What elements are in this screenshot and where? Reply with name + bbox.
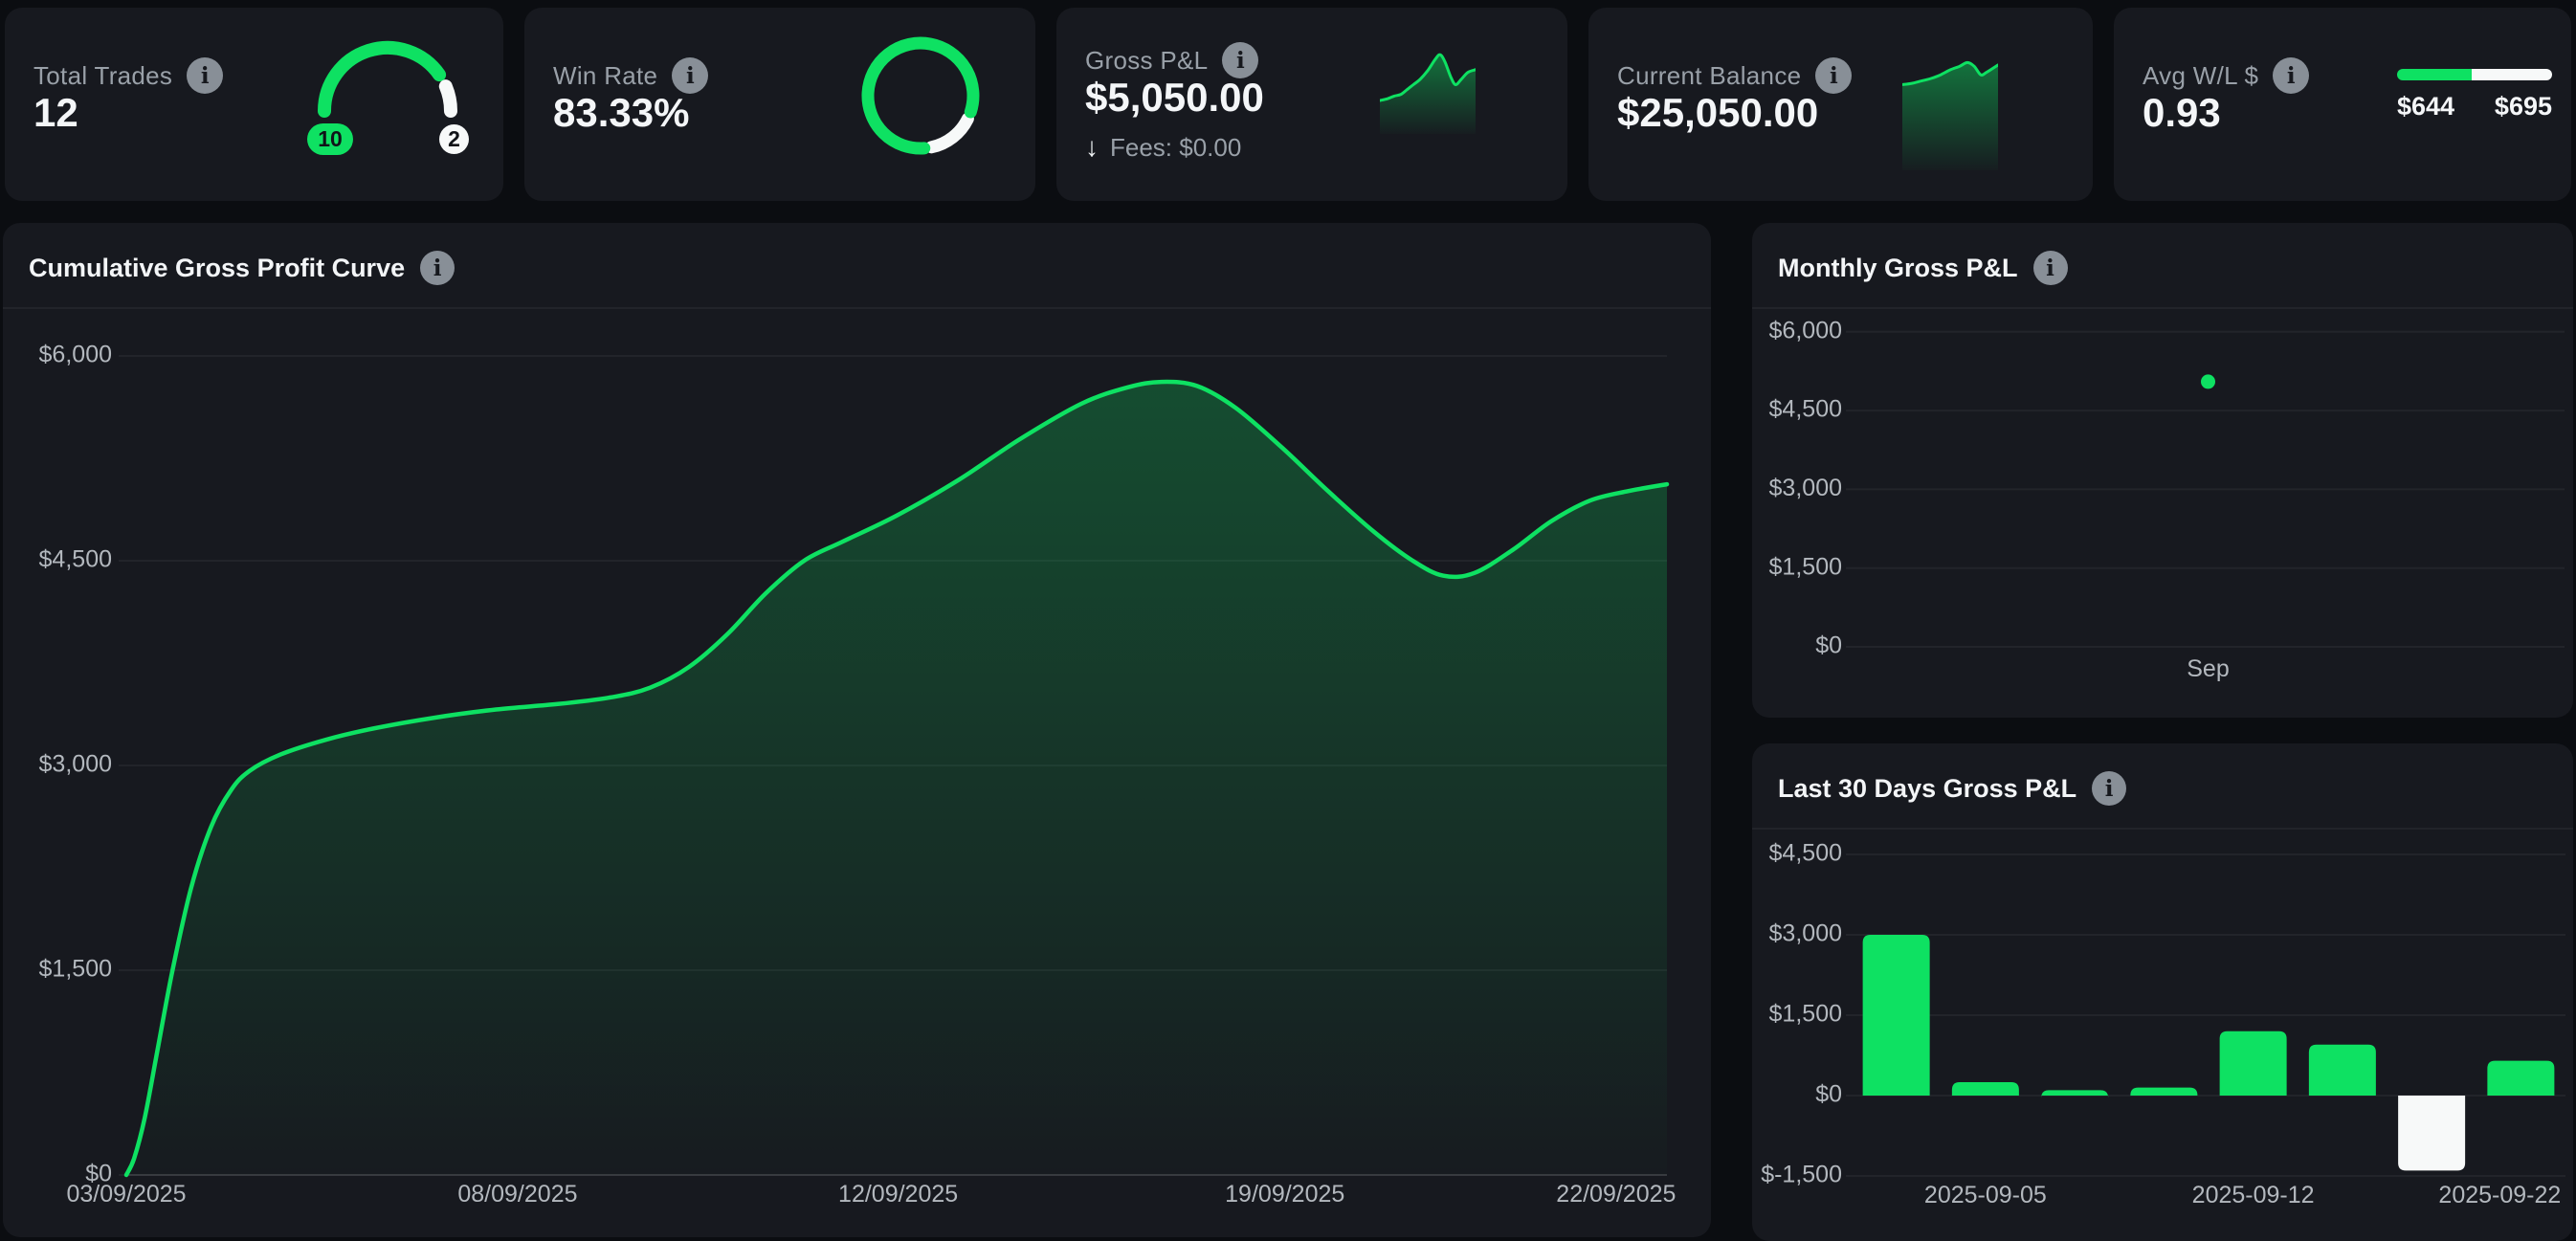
- svg-text:$1,500: $1,500: [1769, 553, 1842, 580]
- win-rate-value: 83.33%: [553, 90, 690, 135]
- svg-text:$1,500: $1,500: [1769, 1001, 1842, 1028]
- panel-title: Monthly Gross P&L: [1778, 253, 2018, 282]
- avg-win-segment: [2397, 69, 2472, 80]
- total-trades-value: 12: [33, 90, 78, 135]
- svg-text:$0: $0: [1815, 632, 1842, 659]
- svg-text:12/09/2025: 12/09/2025: [838, 1181, 958, 1208]
- arrow-down-icon: ↓: [1085, 132, 1099, 162]
- svg-text:$4,500: $4,500: [1769, 396, 1842, 423]
- svg-text:03/09/2025: 03/09/2025: [66, 1181, 186, 1208]
- total-trades-card: Total Trades i 12 10 2: [5, 8, 503, 201]
- monthly-pnl-chart[interactable]: $6,000 $4,500 $3,000 $1,500 $0 Sep: [1752, 306, 2573, 718]
- svg-text:$3,000: $3,000: [1769, 475, 1842, 501]
- current-balance-value: $25,050.00: [1617, 90, 1819, 135]
- svg-text:$3,000: $3,000: [39, 751, 112, 778]
- svg-text:$0: $0: [85, 1161, 112, 1187]
- svg-text:22/09/2025: 22/09/2025: [1556, 1181, 1676, 1208]
- win-rate-label: Win Rate: [553, 60, 658, 90]
- svg-text:$0: $0: [1815, 1081, 1842, 1108]
- info-icon[interactable]: i: [1815, 57, 1853, 94]
- panel-title: Cumulative Gross Profit Curve: [29, 253, 406, 282]
- svg-text:2025-09-05: 2025-09-05: [1924, 1182, 2047, 1208]
- balance-sparkline[interactable]: [1902, 48, 1998, 170]
- avg-loss-segment: [2471, 69, 2552, 80]
- gross-pnl-card: Gross P&L i $5,050.00 ↓ Fees: $0.00: [1056, 8, 1567, 201]
- current-balance-label: Current Balance: [1617, 60, 1802, 90]
- gross-pnl-label: Gross P&L: [1085, 45, 1209, 75]
- svg-text:$1,500: $1,500: [39, 956, 112, 983]
- avg-win-loss-bar: [2397, 69, 2552, 80]
- svg-text:$4,500: $4,500: [39, 546, 112, 573]
- svg-text:08/09/2025: 08/09/2025: [457, 1181, 577, 1208]
- svg-text:$6,000: $6,000: [39, 342, 112, 368]
- info-icon[interactable]: i: [187, 57, 224, 94]
- avg-loss-amount: $695: [2494, 92, 2552, 121]
- svg-text:$6,000: $6,000: [1769, 317, 1842, 343]
- info-icon[interactable]: i: [2032, 251, 2068, 285]
- svg-text:$3,000: $3,000: [1769, 920, 1842, 947]
- svg-text:19/09/2025: 19/09/2025: [1225, 1181, 1344, 1208]
- last-30-days-chart[interactable]: $4,500 $3,000 $1,500 $0 $-1,500 2025-09-05 202…: [1752, 831, 2573, 1209]
- panel-title: Last 30 Days Gross P&L: [1778, 773, 2077, 803]
- info-icon[interactable]: i: [672, 57, 709, 94]
- cumulative-profit-chart[interactable]: $0 $1,500 $3,000 $4,500 $6,000 03/09/2025 08/0…: [3, 308, 1711, 1209]
- divider: [1752, 307, 2573, 309]
- win-rate-card: Win Rate i 83.33%: [524, 8, 1035, 201]
- info-icon[interactable]: i: [2092, 771, 2127, 806]
- svg-text:2025-09-22: 2025-09-22: [2438, 1182, 2561, 1208]
- divider: [3, 307, 1711, 309]
- gross-pnl-value: $5,050.00: [1085, 75, 1264, 120]
- win-rate-ring[interactable]: [854, 29, 988, 163]
- fees-label: Fees: $0.00: [1110, 132, 1242, 162]
- svg-text:Sep: Sep: [2187, 655, 2229, 682]
- monthly-gross-pnl-panel: Monthly Gross P&L i $6,000 $4,500 $3,000 $1…: [1752, 223, 2573, 718]
- avg-wl-label: Avg W/L $: [2143, 60, 2259, 90]
- divider: [1752, 828, 2573, 830]
- svg-text:$4,500: $4,500: [1769, 840, 1842, 867]
- current-balance-card: Current Balance i $25,050.00: [1588, 8, 2093, 201]
- gross-pnl-sparkline[interactable]: [1380, 46, 1476, 134]
- info-icon[interactable]: i: [2273, 57, 2310, 94]
- fees-row: ↓ Fees: $0.00: [1085, 132, 1241, 163]
- avg-wl-card: Avg W/L $ i 0.93 $644 $695: [2114, 8, 2571, 201]
- win-loss-gauge[interactable]: [292, 19, 474, 172]
- wins-badge: 10: [307, 123, 353, 155]
- cumulative-gross-profit-panel: Cumulative Gross Profit Curve i $0 $1,500…: [3, 223, 1711, 1237]
- info-icon[interactable]: i: [1222, 42, 1259, 78]
- avg-wl-value: 0.93: [2143, 90, 2221, 135]
- info-icon[interactable]: i: [420, 251, 455, 285]
- total-trades-label: Total Trades: [33, 60, 173, 90]
- svg-text:$-1,500: $-1,500: [1761, 1162, 1842, 1188]
- svg-text:2025-09-12: 2025-09-12: [2192, 1182, 2315, 1208]
- losses-badge: 2: [439, 124, 469, 154]
- avg-win-amount: $644: [2397, 92, 2455, 121]
- last-30-days-pnl-panel: Last 30 Days Gross P&L i $4,500 $3,000 $1,…: [1752, 743, 2573, 1241]
